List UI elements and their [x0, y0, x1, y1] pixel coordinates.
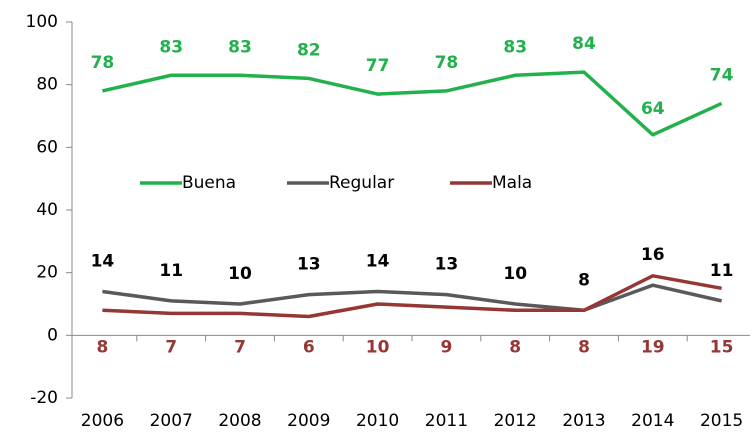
series-line: [102, 70, 723, 137]
series-line: [102, 283, 722, 313]
x-tick-label: 2008: [218, 411, 261, 431]
data-label: 7: [234, 337, 246, 357]
x-tick-label: 2007: [150, 411, 193, 431]
data-label: 14: [91, 251, 115, 271]
legend-label: Buena: [182, 173, 236, 193]
data-label: 84: [572, 34, 596, 54]
data-label: 10: [228, 264, 252, 284]
x-tick-label: 2010: [356, 411, 399, 431]
y-tick-label: 40: [36, 200, 58, 220]
data-label: 78: [91, 53, 115, 73]
x-tick-label: 2013: [562, 411, 605, 431]
data-label: 6: [303, 337, 315, 357]
data-label: 10: [366, 337, 390, 357]
x-tick-label: 2011: [425, 411, 468, 431]
y-tick-label: 20: [36, 263, 58, 283]
data-label: 83: [503, 37, 527, 57]
data-label: 83: [159, 37, 183, 57]
data-label: 14: [366, 251, 390, 271]
data-label: 11: [710, 261, 734, 281]
data-label: 64: [641, 99, 665, 119]
y-tick-label: 0: [47, 325, 58, 345]
data-label: 19: [641, 337, 665, 357]
legend-label: Mala: [492, 173, 532, 193]
series-line: [102, 274, 722, 319]
y-tick-label: 80: [36, 75, 58, 95]
data-label: 8: [96, 337, 108, 357]
x-tick-label: 2009: [287, 411, 330, 431]
data-label: 8: [578, 270, 590, 290]
legend-label: Regular: [329, 173, 394, 193]
y-tick-label: -20: [30, 388, 58, 408]
data-label: 8: [578, 337, 590, 357]
x-tick-label: 2012: [494, 411, 537, 431]
data-label: 78: [435, 53, 459, 73]
data-label: 74: [710, 65, 734, 85]
data-label: 11: [159, 261, 183, 281]
data-label: 16: [641, 245, 665, 265]
data-label: 10: [503, 264, 527, 284]
data-label: 83: [228, 37, 252, 57]
data-label: 77: [366, 56, 390, 76]
data-label: 82: [297, 40, 321, 60]
data-label: 9: [440, 337, 452, 357]
y-tick-label: 100: [26, 12, 58, 32]
x-tick-label: 2014: [631, 411, 674, 431]
data-label: 7: [165, 337, 177, 357]
y-tick-label: 60: [36, 137, 58, 157]
data-label: 13: [435, 255, 459, 275]
data-label: 8: [509, 337, 521, 357]
data-label: 13: [297, 255, 321, 275]
data-label: 15: [710, 337, 734, 357]
x-tick-label: 2006: [81, 411, 124, 431]
x-tick-label: 2015: [700, 411, 743, 431]
